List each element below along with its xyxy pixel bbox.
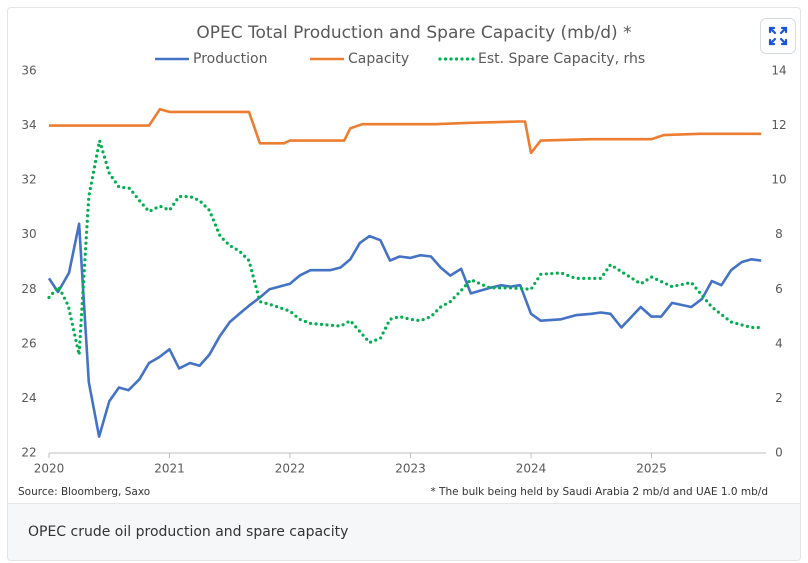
series-line bbox=[49, 107, 762, 155]
source-note: Source: Bloomberg, Saxo bbox=[18, 486, 150, 498]
x-tick-label: 2020 bbox=[34, 462, 65, 476]
series-line bbox=[47, 222, 762, 438]
chart-title: OPEC Total Production and Spare Capacity… bbox=[196, 23, 631, 43]
y2-tick-label: 8 bbox=[775, 227, 783, 241]
y-tick-label: 22 bbox=[21, 446, 36, 460]
legend-label: Capacity bbox=[348, 51, 409, 67]
y2-tick-label: 6 bbox=[775, 282, 783, 296]
figure-card: OPEC Total Production and Spare Capacity… bbox=[7, 7, 801, 561]
x-tick-label: 2024 bbox=[516, 462, 547, 476]
y2-tick-label: 10 bbox=[771, 173, 786, 187]
x-tick-label: 2023 bbox=[395, 462, 426, 476]
y2-tick-label: 12 bbox=[771, 118, 786, 132]
expand-icon bbox=[768, 26, 788, 46]
y-tick-label: 36 bbox=[21, 64, 36, 78]
caption: OPEC crude oil production and spare capa… bbox=[8, 503, 800, 560]
series-line bbox=[47, 139, 763, 357]
legend-label: Est. Spare Capacity, rhs bbox=[478, 51, 645, 67]
y2-tick-label: 4 bbox=[775, 336, 783, 350]
x-tick-label: 2021 bbox=[154, 462, 185, 476]
y2-tick-label: 2 bbox=[775, 391, 783, 405]
chart: OPEC Total Production and Spare Capacity… bbox=[18, 23, 787, 498]
x-tick-label: 2022 bbox=[275, 462, 306, 476]
x-tick-label: 2025 bbox=[636, 462, 667, 476]
y-tick-label: 30 bbox=[21, 227, 36, 241]
y-tick-label: 26 bbox=[21, 336, 36, 350]
expand-button[interactable] bbox=[760, 18, 796, 54]
y2-tick-label: 14 bbox=[771, 64, 786, 78]
y2-tick-label: 0 bbox=[775, 446, 783, 460]
y-tick-label: 24 bbox=[21, 391, 36, 405]
y-tick-label: 34 bbox=[21, 118, 36, 132]
y-tick-label: 28 bbox=[21, 282, 36, 296]
legend-label: Production bbox=[193, 51, 267, 67]
y-tick-label: 32 bbox=[21, 173, 36, 187]
footnote: * The bulk being held by Saudi Arabia 2 … bbox=[430, 486, 768, 498]
